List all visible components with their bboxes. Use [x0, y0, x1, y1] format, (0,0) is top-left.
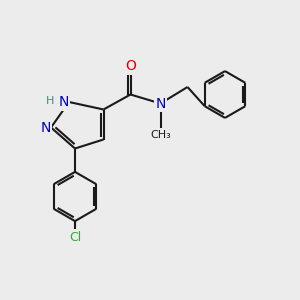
- Text: N: N: [40, 121, 51, 134]
- Text: H: H: [46, 95, 55, 106]
- Text: CH₃: CH₃: [150, 130, 171, 140]
- Text: O: O: [125, 59, 136, 73]
- Text: N: N: [58, 95, 69, 109]
- Text: Cl: Cl: [69, 231, 81, 244]
- Text: N: N: [155, 97, 166, 110]
